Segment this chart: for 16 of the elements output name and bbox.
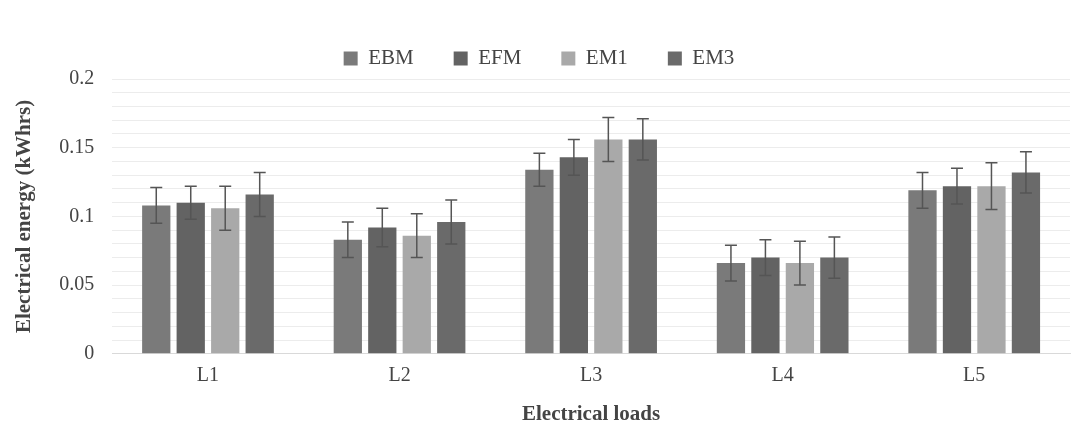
x-tick-label: L3 — [579, 363, 603, 386]
y-axis-title: Electrical energy (kWhrs) — [11, 99, 36, 334]
legend-label: EFM — [478, 45, 522, 70]
legend-label: EM1 — [585, 45, 628, 70]
x-tick-label: L4 — [771, 363, 794, 386]
y-tick-label: 0.05 — [59, 272, 95, 295]
y-tick-label: 0.15 — [59, 134, 95, 157]
x-tick-label: L2 — [388, 363, 411, 386]
legend-label: EM3 — [692, 45, 735, 70]
x-axis-title: Electrical loads — [521, 400, 661, 425]
y-tick-label: 0 — [84, 341, 95, 364]
y-tick-label: 0.1 — [69, 203, 95, 226]
legend-label: EBM — [368, 45, 414, 70]
y-tick-label: 0.2 — [69, 66, 95, 89]
x-tick-label: L5 — [963, 363, 986, 386]
x-tick-label: L1 — [196, 363, 220, 386]
